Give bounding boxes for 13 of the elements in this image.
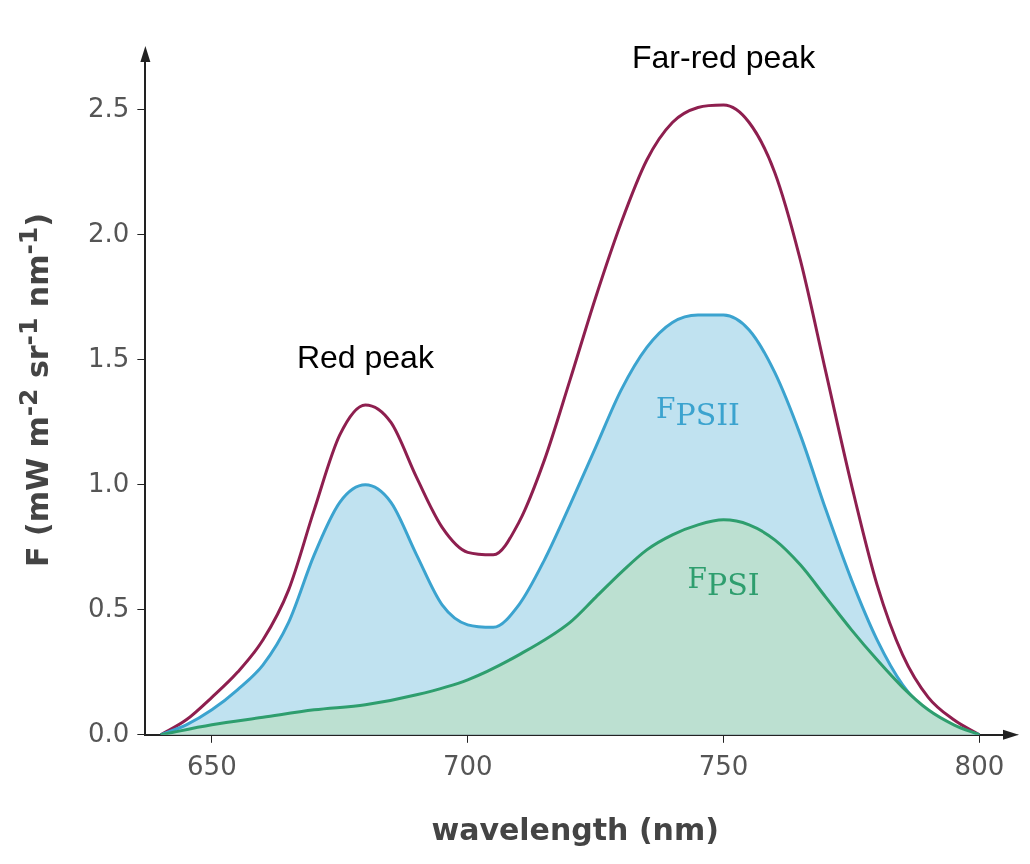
annotation: Far-red peak [631,38,817,75]
annotation: Red peak [296,338,435,375]
y-tick-label: 1.0 [87,467,130,498]
y-tick-label: 2.0 [87,217,130,248]
x-tick-label: 750 [698,751,749,782]
y-tick-label: 0.0 [87,717,130,748]
x-tick-label: 650 [187,751,237,782]
x-tick-label: 800 [954,751,1005,782]
y-tick-label: 0.5 [87,592,130,623]
x-axis-title: wavelength (nm) [431,811,719,847]
x-tick-label: 700 [442,751,493,782]
y-tick-label: 1.5 [87,342,130,373]
y-tick-label: 2.5 [87,92,130,123]
